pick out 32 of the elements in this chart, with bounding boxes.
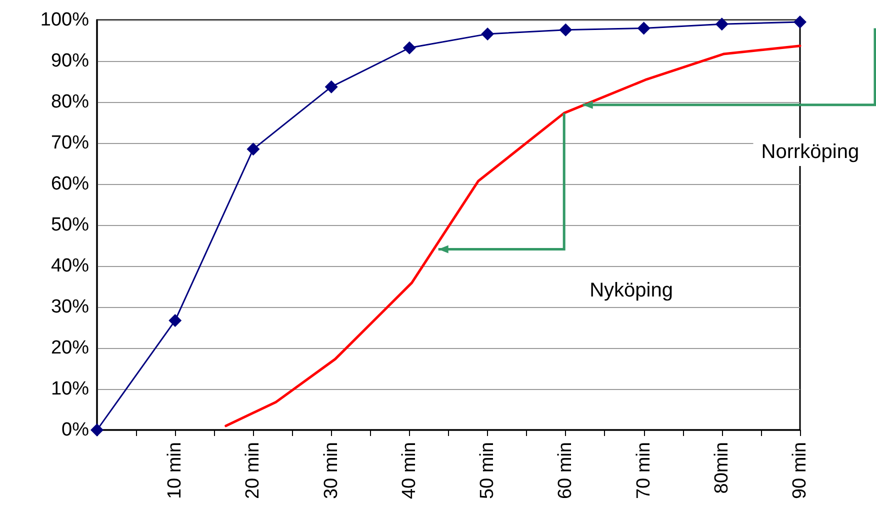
x-tick-label: 40 min <box>398 442 420 500</box>
point <box>90 424 104 436</box>
y-tick-label: 10% <box>50 378 90 400</box>
x-tick-label: 50 min <box>477 442 498 500</box>
y-tick-label: 100% <box>40 10 90 30</box>
point <box>168 314 182 328</box>
point <box>715 18 728 31</box>
y-tick-label: 30% <box>50 296 90 318</box>
x-tick-label: 20 min <box>242 442 264 500</box>
annotation: Nyköping <box>590 280 673 302</box>
y-tick-label: 40% <box>50 256 90 276</box>
x-tick-label: 10 min <box>164 442 186 500</box>
y-tick-label: 50% <box>50 214 90 236</box>
x-tick-label: 30 min <box>320 442 342 500</box>
y-tick-label: 20% <box>50 338 90 358</box>
point <box>402 41 416 54</box>
point <box>559 23 572 36</box>
y-tick-label: 60% <box>50 174 90 194</box>
x-tick-label: 60 min <box>555 442 576 500</box>
y-tick-label: 70% <box>50 132 90 154</box>
x-tick-label: 90 min <box>790 442 810 500</box>
point <box>324 80 338 94</box>
point <box>481 27 494 40</box>
annotation: Norrköping <box>761 141 860 164</box>
y-tick-label: 0% <box>62 420 90 440</box>
point <box>794 16 806 29</box>
point <box>637 22 650 35</box>
x-tick-label: 70 min <box>633 442 654 500</box>
point <box>246 142 260 156</box>
x-tick-label: 80min <box>711 442 732 494</box>
y-tick-label: 90% <box>50 50 90 72</box>
y-tick-label: 80% <box>50 92 90 112</box>
